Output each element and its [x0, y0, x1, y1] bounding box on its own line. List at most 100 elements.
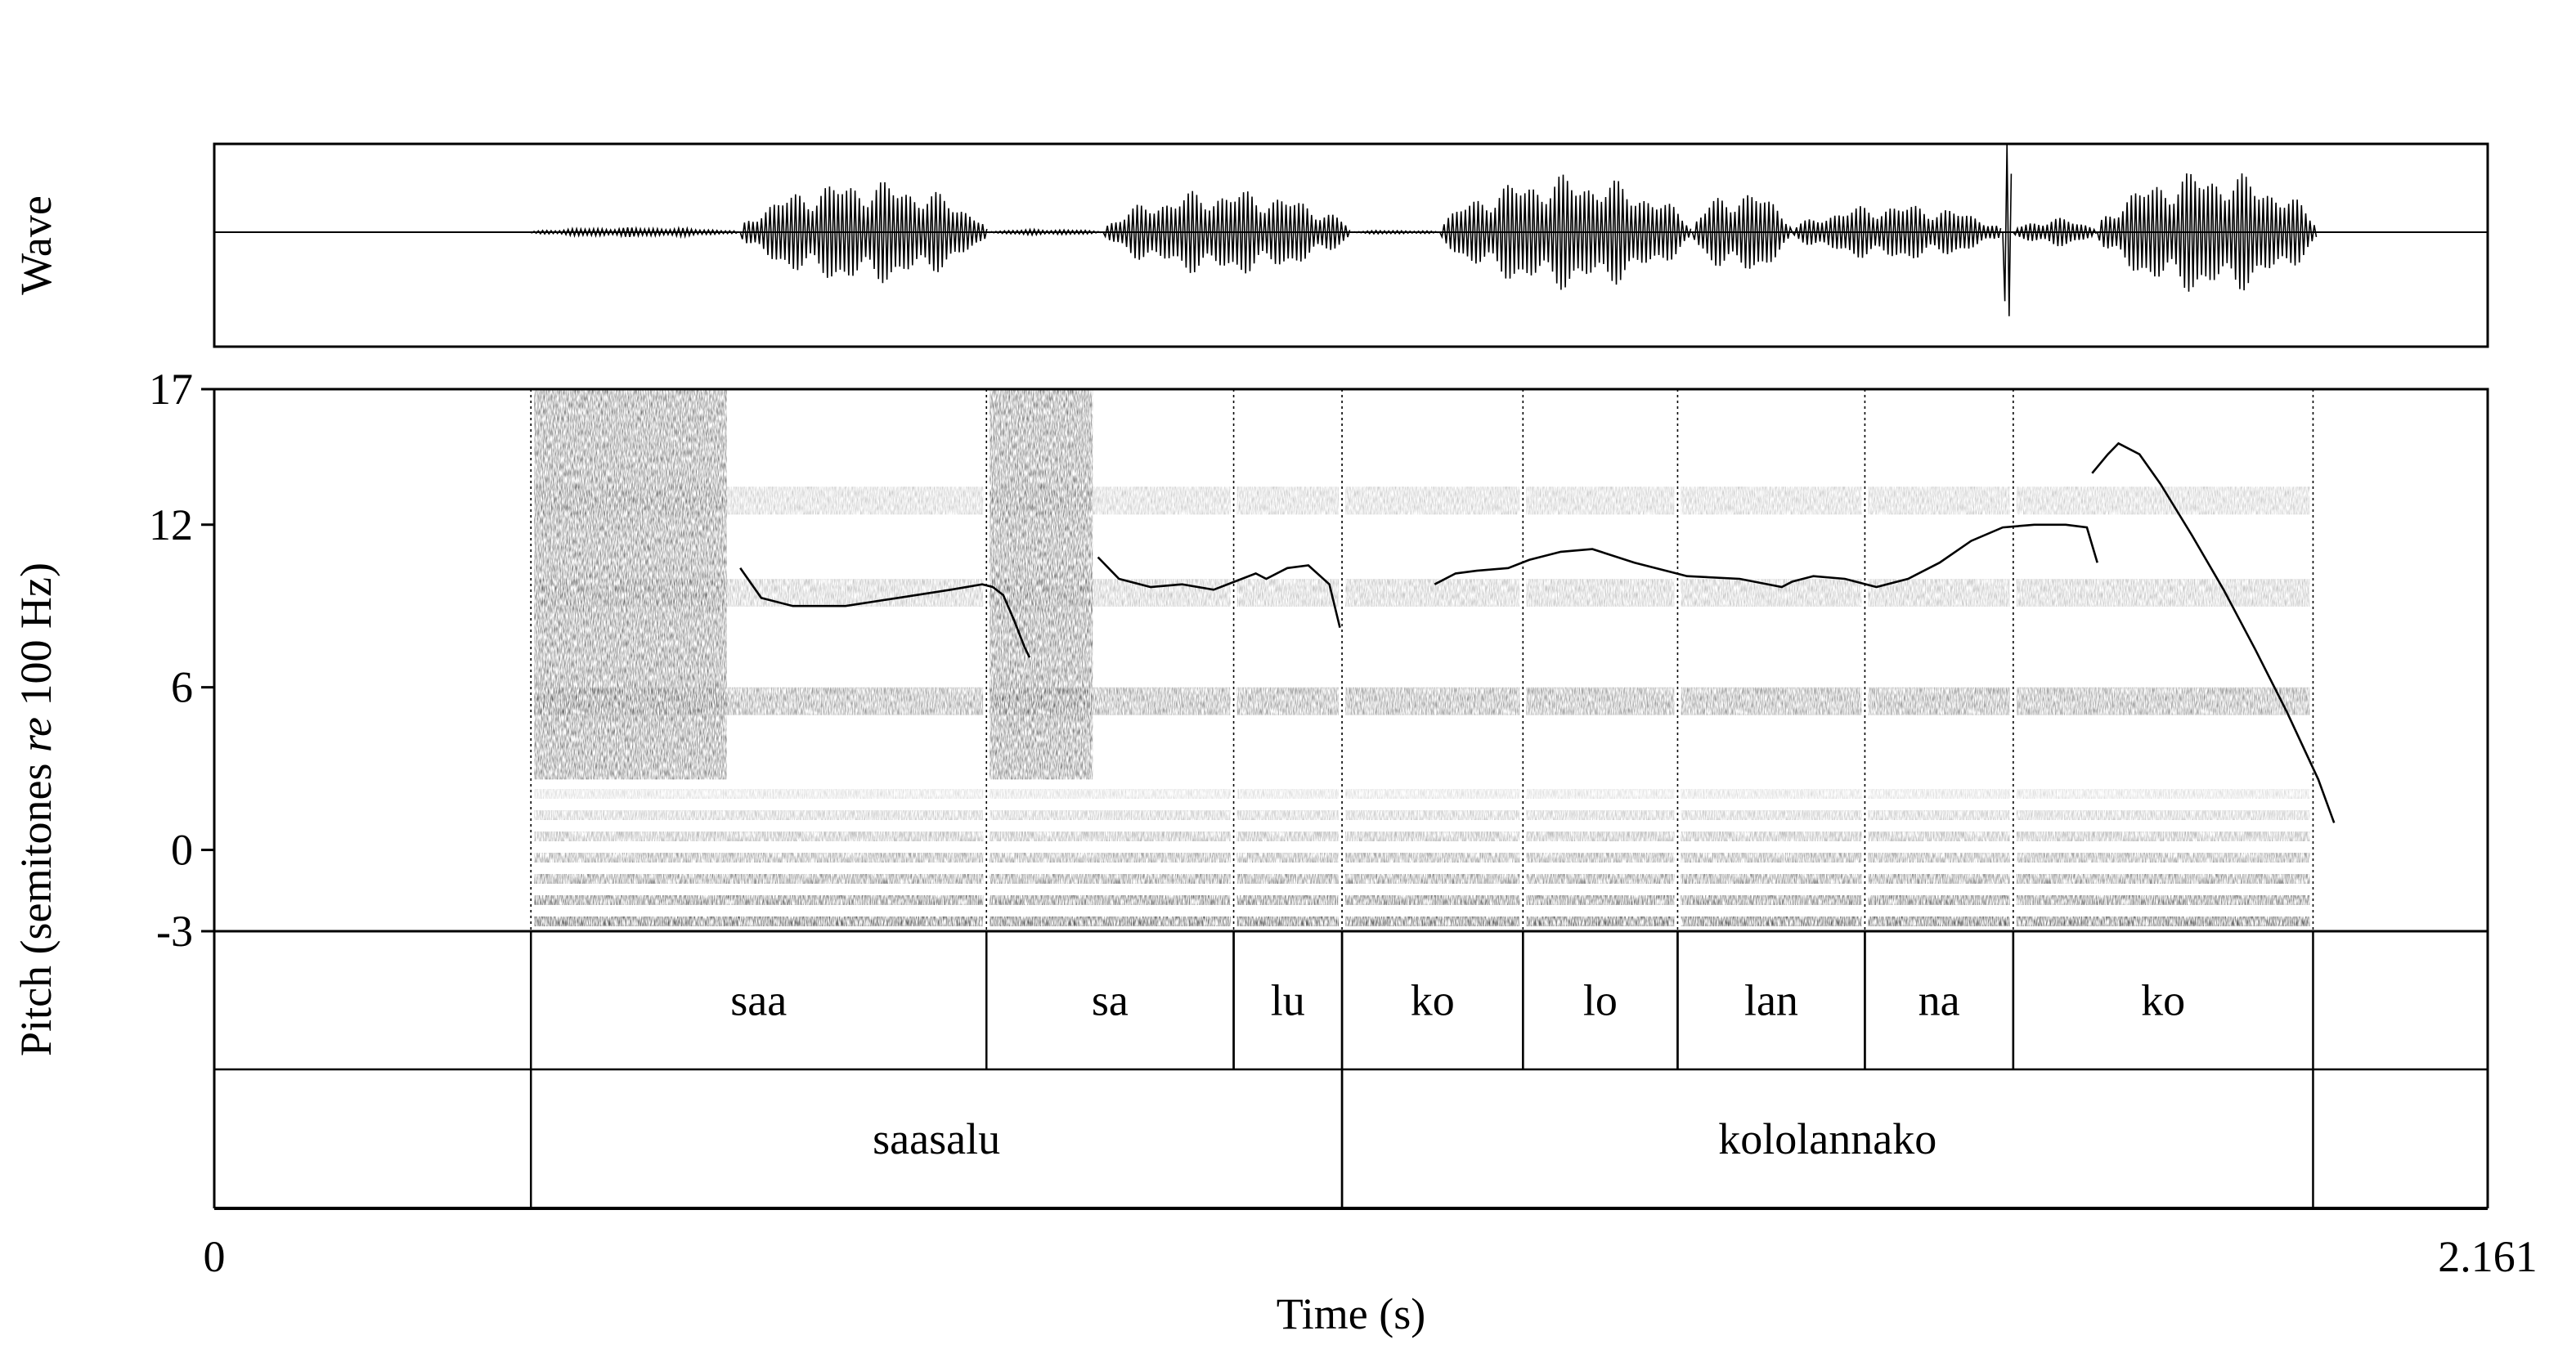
spectrogram-formant — [534, 687, 984, 715]
word-label: kololannako — [1718, 1114, 1936, 1163]
spectrogram-formant — [1345, 486, 1520, 515]
pitch-contour-line — [1097, 556, 1341, 629]
spectrogram-harmonic-band — [1345, 831, 1520, 841]
spectrogram-harmonic-band — [1526, 874, 1675, 884]
spectrogram-formant — [1681, 687, 1862, 715]
y-axis-label: Pitch (semitones re 100 Hz) — [11, 562, 61, 1056]
spectrogram-harmonic-band — [1526, 853, 1675, 863]
y-axis-ticks: 17 12 6 0 -3 — [149, 365, 214, 956]
spectrogram-harmonic-band — [1345, 789, 1520, 799]
word-label: saasalu — [873, 1114, 1000, 1163]
spectrogram-harmonic-band — [1236, 917, 1340, 926]
spectrogram-harmonic-band — [534, 917, 984, 926]
spectrogram-harmonic-band — [1681, 874, 1862, 884]
spectrogram-formant — [990, 687, 1231, 715]
spectrogram-formant — [534, 486, 984, 515]
spectrogram-harmonic-band — [2016, 853, 2310, 863]
spectrogram-formant — [1236, 486, 1340, 515]
spectrogram-formant — [2016, 579, 2310, 607]
spectrogram-harmonic-band — [990, 810, 1231, 820]
spectrogram-harmonic-band — [2016, 810, 2310, 820]
pitch-contour-line — [739, 567, 1031, 658]
spectrogram-panel: 17 12 6 0 -3 — [149, 365, 2489, 956]
pitch-contour — [739, 441, 2336, 823]
spectrogram-harmonic-band — [1868, 917, 2010, 926]
spectrogram-harmonic-band — [534, 874, 984, 884]
spectrogram-harmonic-band — [1681, 917, 1862, 926]
spectrogram-harmonic-band — [534, 853, 984, 863]
waveform-segment — [1691, 195, 1793, 269]
waveform-segment — [2002, 143, 2013, 316]
spectrogram-formant — [1345, 687, 1520, 715]
spectrogram-harmonic-band — [1236, 810, 1340, 820]
syllable-label: lo — [1583, 976, 1618, 1025]
spectrogram-harmonic-band — [1681, 831, 1862, 841]
spectrogram-frame — [213, 388, 2489, 933]
spectrogram-harmonic-band — [2016, 917, 2310, 926]
spectrogram-harmonic-band — [1526, 789, 1675, 799]
waveform-segment — [2013, 217, 2097, 247]
spectrogram-harmonic-band — [990, 874, 1231, 884]
wave-label: Wave — [11, 195, 61, 295]
y-axis-label-italic: re — [11, 717, 61, 752]
spectrogram-harmonic-band — [1868, 874, 2010, 884]
spectrogram-formant — [1526, 579, 1675, 607]
x-tick-label-end: 2.161 — [2438, 1232, 2538, 1281]
spectrogram-harmonic-band — [1345, 810, 1520, 820]
y-tick-label: 12 — [149, 500, 193, 549]
spectrogram-harmonic-band — [1681, 895, 1862, 905]
y-axis-label-prefix: Pitch (semitones — [11, 752, 61, 1056]
syllable-label: lan — [1744, 976, 1798, 1025]
y-tick-label: -3 — [156, 907, 193, 956]
spectrogram-harmonic-band — [990, 831, 1231, 841]
spectrogram-harmonic-band — [1526, 810, 1675, 820]
spectrogram-harmonic-band — [1526, 895, 1675, 905]
spectrogram-harmonic-band — [990, 853, 1231, 863]
spectrogram-harmonic-band — [1681, 810, 1862, 820]
waveform-segment — [529, 226, 739, 240]
spectrogram-harmonic-band — [1681, 853, 1862, 863]
waveform-segment — [1350, 229, 1440, 235]
spectrogram-harmonic-band — [2016, 895, 2310, 905]
spectrogram-harmonic-band — [990, 895, 1231, 905]
pitch-contour-line — [2091, 441, 2336, 823]
spectrogram-formant — [1236, 579, 1340, 607]
spectrogram-harmonic-band — [1526, 831, 1675, 841]
spectrogram-formant — [990, 579, 1231, 607]
spectrogram-harmonic-band — [990, 917, 1231, 926]
spectrogram-harmonic-band — [1868, 789, 2010, 799]
waveform-segment — [1792, 205, 2002, 258]
spectrogram-harmonic-band — [534, 789, 984, 799]
waveform-segment — [1438, 174, 1692, 290]
syllable-label: na — [1919, 976, 1960, 1025]
syllable-label: ko — [1411, 976, 1455, 1025]
spectrogram-harmonic-band — [1345, 853, 1520, 863]
spectrogram-formant — [990, 486, 1231, 515]
waveform-trace — [214, 143, 2488, 316]
spectrogram-harmonic-band — [1868, 895, 2010, 905]
spectrogram-formant — [2016, 486, 2310, 515]
syllable-label: saa — [730, 976, 787, 1025]
spectrogram-harmonic-band — [2016, 831, 2310, 841]
spectrogram-harmonic-band — [1236, 831, 1340, 841]
spectrogram-formant — [2016, 687, 2310, 715]
spectrogram — [534, 389, 2310, 926]
segment-boundaries — [530, 389, 2314, 931]
spectrogram-formant — [1681, 486, 1862, 515]
pitch-contour-line — [1434, 523, 2098, 589]
waveform-segment — [739, 182, 988, 284]
spectrogram-harmonic-band — [1236, 874, 1340, 884]
waveform-segment — [987, 227, 1103, 237]
spectrogram-harmonic-band — [1236, 789, 1340, 799]
spectrogram-harmonic-band — [1526, 917, 1675, 926]
spectrogram-harmonic-band — [1236, 895, 1340, 905]
spectrogram-harmonic-band — [1868, 853, 2010, 863]
waveform-panel — [213, 142, 2489, 348]
spectrogram-formant — [1236, 687, 1340, 715]
spectrogram-harmonic-band — [534, 810, 984, 820]
waveform-segment — [2096, 173, 2318, 292]
syllable-label: lu — [1271, 976, 1305, 1025]
